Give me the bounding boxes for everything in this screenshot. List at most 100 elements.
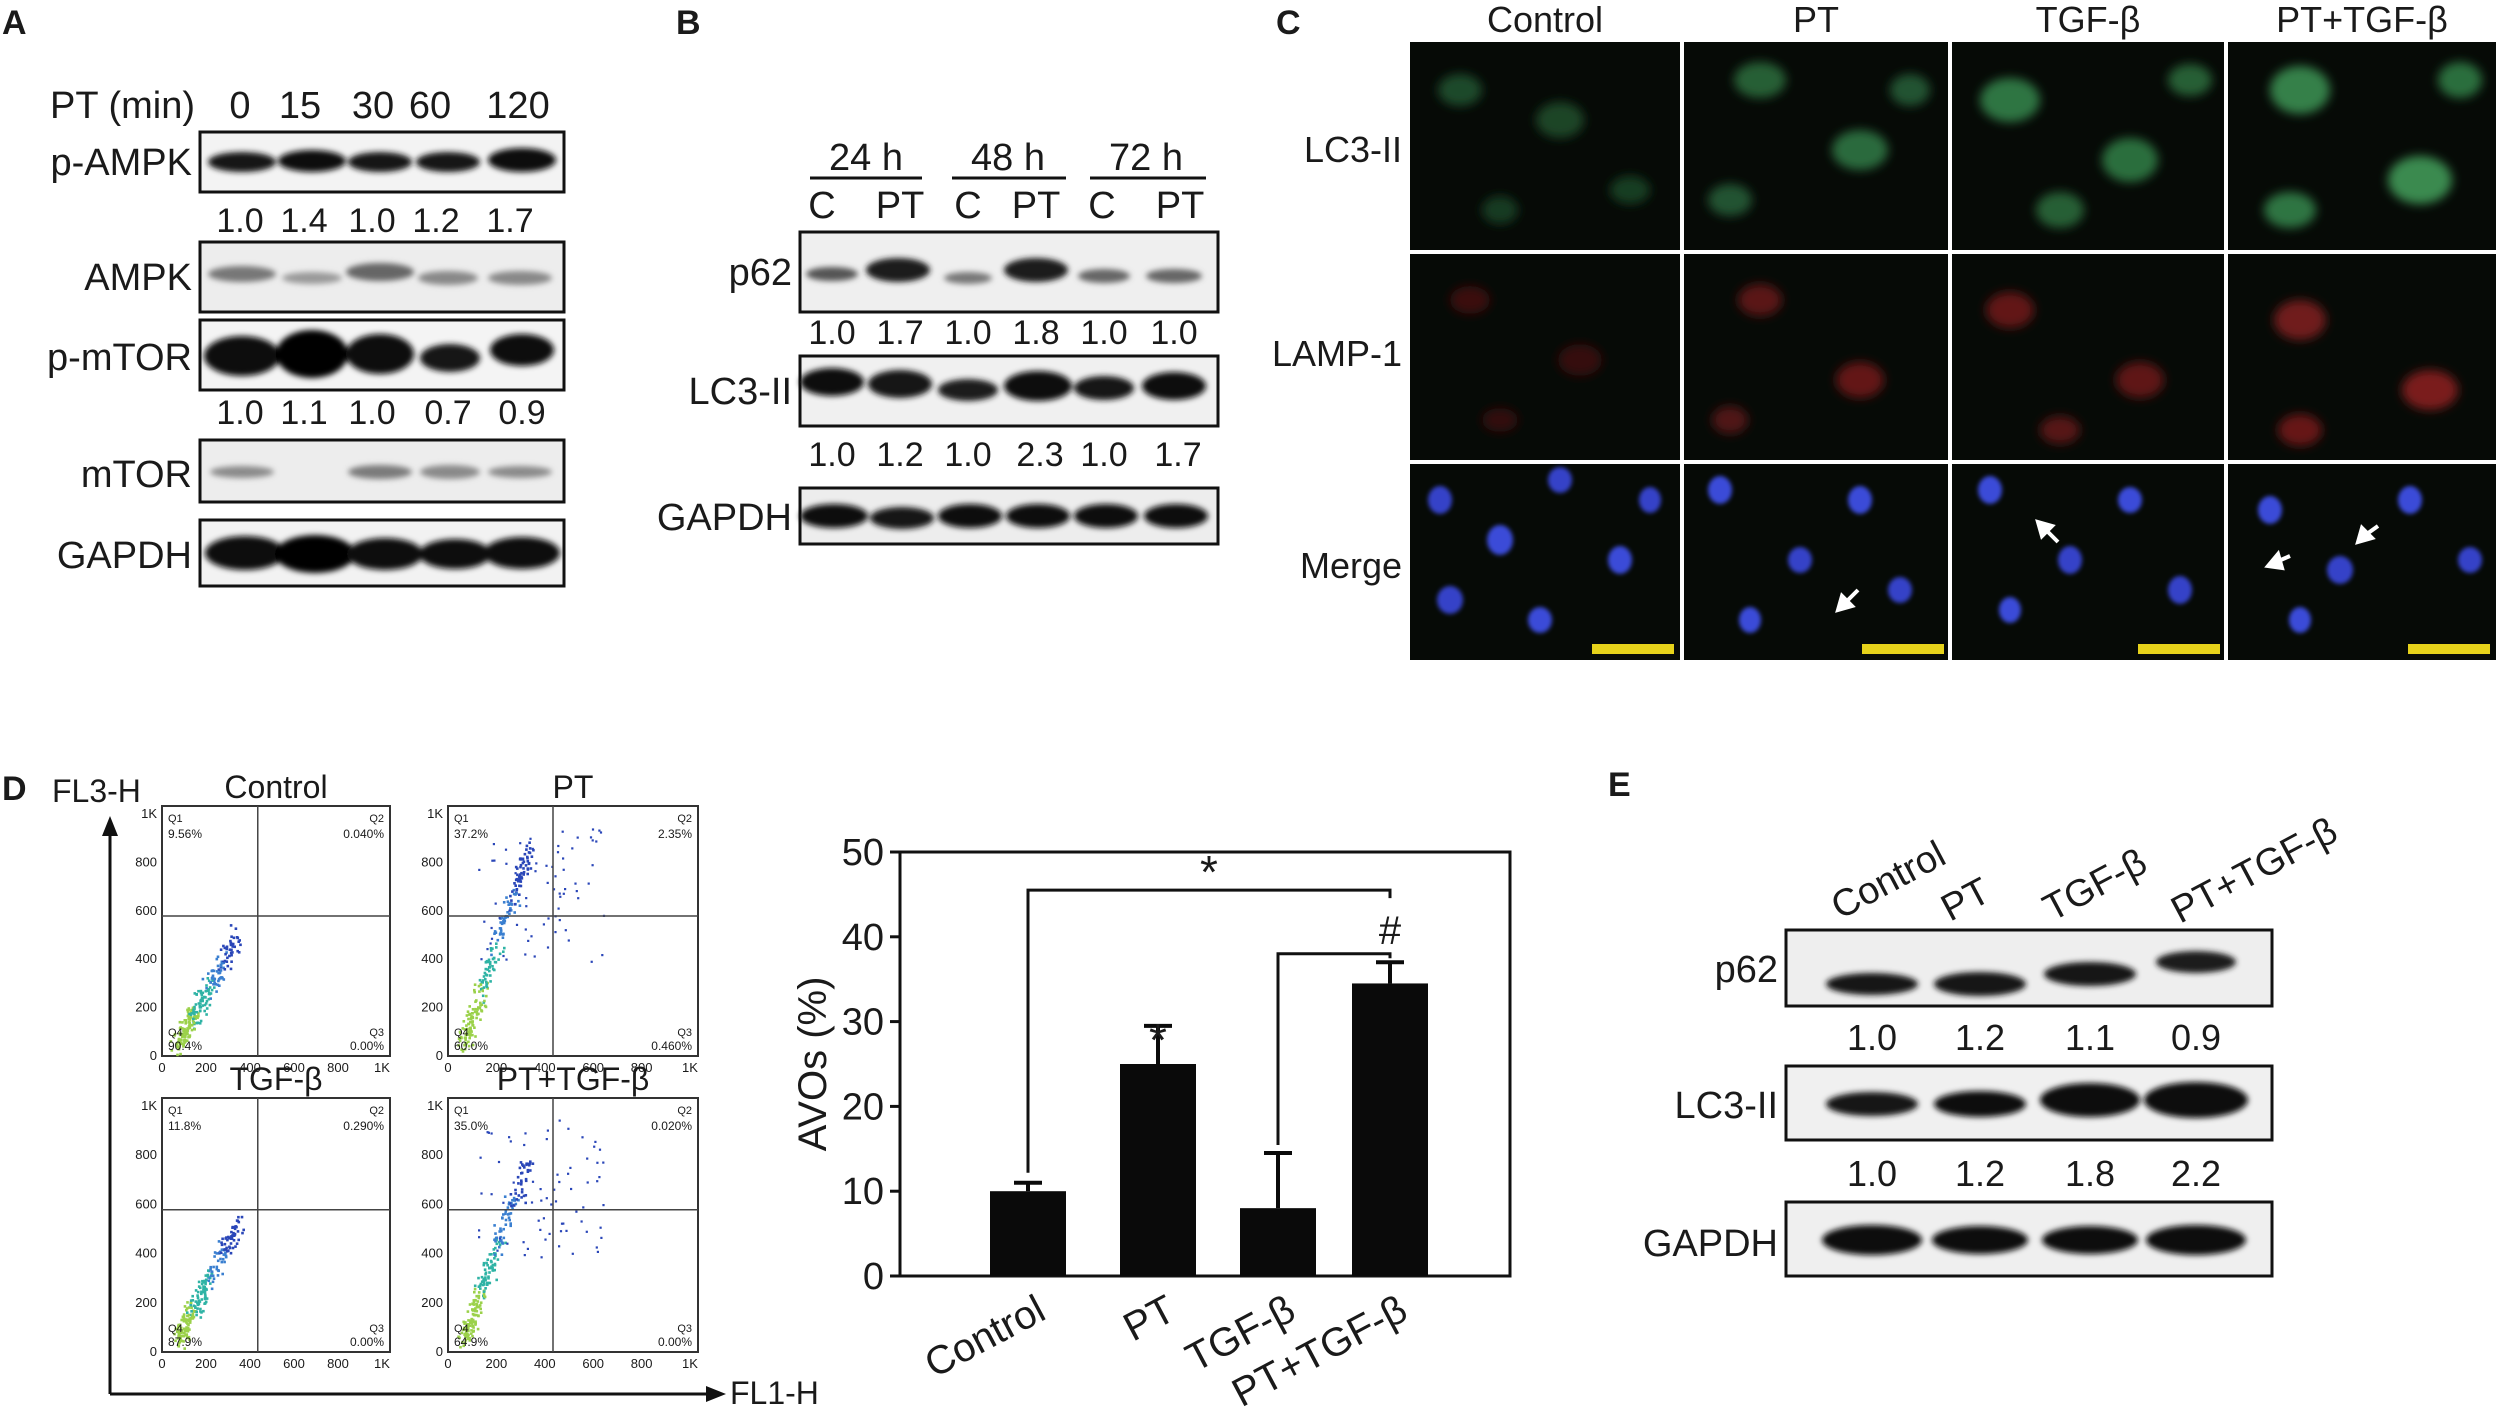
flow-event <box>188 1012 191 1016</box>
cell <box>2388 156 2452 204</box>
flow-event <box>465 1024 468 1027</box>
flow-event <box>464 1042 467 1045</box>
cell <box>2402 370 2458 410</box>
band <box>346 334 414 374</box>
flow-event <box>217 979 220 983</box>
flow-event <box>498 952 502 956</box>
flow-event <box>525 905 528 908</box>
flow-event <box>501 936 505 939</box>
flow-event <box>596 1161 599 1164</box>
quant-value: 1.0 <box>1080 436 1127 474</box>
cell <box>1712 406 1748 434</box>
flow-event <box>480 1192 483 1195</box>
panel-a-time-labels: 0 15 30 60 120 <box>229 85 549 127</box>
column-label: TGF-β <box>2036 0 2141 40</box>
time-label: 15 <box>279 85 321 127</box>
flow-y-tick: 800 <box>135 1147 157 1162</box>
band <box>208 152 276 172</box>
flow-event <box>209 1282 212 1285</box>
flow-y-tick: 400 <box>421 951 443 966</box>
flow-event <box>470 1322 474 1325</box>
flow-event <box>580 1220 583 1223</box>
flow-event <box>482 1292 486 1295</box>
flow-event <box>491 967 495 971</box>
flow-event <box>528 851 532 855</box>
flow-event <box>493 930 497 933</box>
flow-event <box>595 840 598 843</box>
flow-event <box>232 936 236 940</box>
flow-event <box>504 1218 508 1222</box>
flow-event <box>490 937 494 940</box>
flow-event <box>467 1044 471 1048</box>
time-label: 120 <box>486 85 549 127</box>
y-tick-label: 0 <box>863 1256 884 1298</box>
flow-x-tick: 800 <box>327 1356 349 1371</box>
flow-event <box>189 1304 192 1307</box>
flow-event <box>469 1321 472 1324</box>
quant-value: 1.0 <box>348 202 395 240</box>
flow-event <box>212 1265 215 1269</box>
time-label: 0 <box>229 85 250 127</box>
lane-label: TGF-β <box>2037 841 2154 930</box>
flow-event <box>483 1295 487 1299</box>
flow-event <box>177 1330 180 1334</box>
flow-event <box>505 958 508 961</box>
flow-event <box>190 1310 193 1313</box>
flow-event <box>224 1255 228 1259</box>
panel-c-column-labels: Control PT TGF-β PT+TGF-β <box>1487 0 2448 40</box>
flow-event <box>478 978 482 982</box>
flow-event <box>520 875 523 879</box>
flow-event <box>177 1047 181 1051</box>
flow-event <box>190 1008 194 1012</box>
flow-event <box>179 1326 183 1330</box>
flow-event <box>484 1278 487 1282</box>
quadrant-name: Q3 <box>677 1027 692 1039</box>
quadrant-name: Q1 <box>168 1105 183 1117</box>
flow-event <box>540 1256 543 1259</box>
flow-event <box>204 989 208 993</box>
quant-value: 1.8 <box>1012 314 1059 352</box>
flow-x-tick: 600 <box>283 1060 305 1075</box>
flow-event <box>558 1245 561 1248</box>
significance-brackets: *# <box>1026 846 1402 1173</box>
flow-event <box>188 1008 191 1012</box>
flow-x-tick: 1K <box>682 1356 698 1371</box>
flow-event <box>478 1284 482 1287</box>
flow-event <box>203 1279 207 1283</box>
flow-event <box>231 1246 235 1250</box>
micrograph-pttgf-lamp <box>2228 254 2496 460</box>
flow-event <box>519 884 523 888</box>
flow-event <box>523 852 527 856</box>
cell <box>2438 62 2482 98</box>
flow-event <box>558 892 561 895</box>
micrograph-tgf-lamp <box>1952 254 2224 460</box>
flow-y-tick: 600 <box>421 1196 443 1211</box>
flow-event <box>539 1228 542 1231</box>
flow-event <box>486 1131 489 1134</box>
flow-event <box>188 1017 191 1021</box>
flow-event <box>514 865 518 869</box>
flow-event <box>196 1307 199 1310</box>
flow-event <box>512 1181 515 1184</box>
cell <box>1708 184 1752 216</box>
cell <box>1734 62 1786 98</box>
bracket-mark: * <box>1200 846 1218 898</box>
flow-event <box>476 1300 480 1303</box>
flow-event <box>587 882 590 885</box>
flow-event <box>471 1033 474 1037</box>
flow-event <box>529 867 533 870</box>
flow-event <box>486 968 490 971</box>
flow-event <box>589 836 593 839</box>
flow-event <box>475 1304 479 1307</box>
flow-event <box>232 1239 236 1242</box>
flow-event <box>497 958 500 961</box>
flow-event <box>542 923 545 926</box>
quant-value: 1.4 <box>280 202 327 240</box>
nucleus <box>2289 607 2311 633</box>
flow-event <box>195 1310 198 1314</box>
flow-event <box>183 1032 187 1035</box>
flow-event <box>199 1310 202 1313</box>
flow-event <box>491 957 495 961</box>
band <box>938 379 998 401</box>
